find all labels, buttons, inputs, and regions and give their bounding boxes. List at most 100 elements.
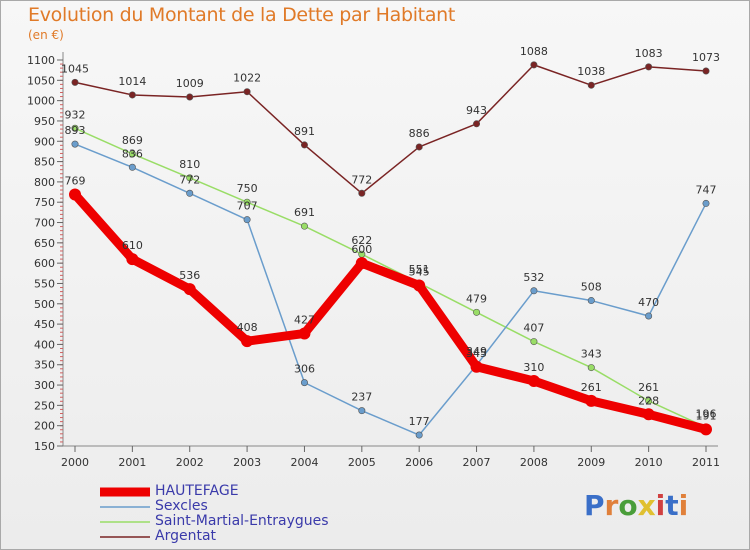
data-label-1: 532: [523, 271, 544, 284]
data-label-0: 345: [466, 347, 487, 360]
series-point-1: [645, 312, 653, 320]
data-label-3: 1073: [692, 51, 720, 64]
series-point-1: [702, 199, 710, 207]
data-label-2: 810: [179, 158, 200, 171]
data-label-2: 343: [581, 348, 602, 361]
y-tick-label: 250: [34, 399, 55, 412]
logo-letter: P: [584, 489, 605, 522]
y-tick-label: 400: [34, 338, 55, 351]
data-label-1: 893: [65, 124, 86, 137]
data-label-2: 622: [351, 234, 372, 247]
series-point-1: [186, 189, 194, 197]
y-tick-label: 500: [34, 298, 55, 311]
y-tick-label: 750: [34, 196, 55, 209]
logo-letter: i: [678, 489, 689, 522]
data-label-1: 306: [294, 363, 315, 376]
data-label-3: 1088: [520, 45, 548, 58]
logo-letter: i: [655, 489, 666, 522]
legend-swatches: [100, 487, 150, 538]
series-point-0: [183, 283, 196, 296]
series-line-1: [74, 143, 707, 436]
data-label-3: 1045: [61, 62, 89, 75]
y-tick-label: 700: [34, 217, 55, 230]
data-label-0: 228: [638, 394, 659, 407]
series-point-0: [126, 253, 139, 266]
series-point-3: [243, 88, 251, 96]
logo-letter: x: [637, 489, 656, 522]
data-label-0: 600: [351, 243, 372, 256]
y-tick-label: 150: [34, 440, 55, 453]
series-point-3: [415, 143, 423, 151]
data-label-0: 536: [179, 269, 200, 282]
data-label-1: 349: [466, 345, 487, 358]
x-tick-label: 2009: [577, 456, 605, 469]
series-point-3: [530, 61, 538, 69]
x-tick-label: 2001: [118, 456, 146, 469]
data-label-2: 196: [696, 407, 717, 420]
series-point-1: [243, 216, 251, 224]
legend-label-hautefage: HAUTEFAGE: [155, 483, 239, 499]
series-point-3: [300, 141, 308, 149]
x-tick-label: 2008: [520, 456, 548, 469]
data-label-0: 261: [581, 381, 602, 394]
data-label-0: 610: [122, 239, 143, 252]
series-point-2: [530, 338, 538, 346]
series-point-2: [587, 364, 595, 372]
y-tick-label: 600: [34, 257, 55, 270]
series-point-1: [300, 379, 308, 387]
chart-unit: (en €): [28, 28, 64, 42]
x-tick-label: 2003: [233, 456, 261, 469]
data-label-1: 237: [351, 391, 372, 404]
logo-letter: r: [604, 489, 619, 522]
chart-title: Evolution du Montant de la Dette par Hab…: [28, 4, 456, 26]
series-point-0: [298, 327, 311, 340]
chart-axes: 150 200 250 300 350 400 450 500 550 600 650 700 750 8…: [27, 52, 720, 469]
x-tick-label: 2006: [405, 456, 433, 469]
series-point-3: [473, 120, 481, 128]
series-point-3: [587, 81, 595, 89]
data-label-3: 886: [409, 127, 430, 140]
series-point-2: [128, 150, 136, 158]
y-tick-label: 850: [34, 156, 55, 169]
series-point-2: [71, 124, 79, 132]
data-label-0: 191: [696, 409, 717, 422]
series-point-0: [585, 394, 598, 407]
x-tick-label: 2004: [290, 456, 318, 469]
data-label-2: 691: [294, 206, 315, 219]
series-point-1: [358, 407, 366, 415]
data-label-2: 750: [237, 182, 258, 195]
y-tick-label: 550: [34, 277, 55, 290]
y-tick-label: 1100: [27, 54, 55, 67]
data-label-0: 408: [237, 321, 258, 334]
data-label-3: 891: [294, 125, 315, 138]
data-label-2: 932: [65, 108, 86, 121]
data-label-1: 470: [638, 296, 659, 309]
data-label-1: 836: [122, 147, 143, 160]
series-point-0: [355, 257, 368, 270]
y-tick-label: 1050: [27, 74, 55, 87]
series-line-0: [70, 189, 711, 434]
data-label-0: 769: [65, 174, 86, 187]
series-point-0: [470, 360, 483, 373]
y-tick-label: 800: [34, 176, 55, 189]
y-tick-label: 950: [34, 115, 55, 128]
data-label-0: 545: [409, 266, 430, 279]
data-label-3: 943: [466, 104, 487, 117]
series-line-3: [74, 64, 707, 195]
chart-lines: [69, 61, 712, 439]
series-point-2: [300, 222, 308, 230]
data-label-2: 869: [122, 134, 143, 147]
series-point-3: [186, 93, 194, 101]
data-label-3: 772: [351, 173, 372, 186]
y-tick-label: 200: [34, 420, 55, 433]
data-label-1: 707: [237, 200, 258, 213]
series-point-0: [527, 374, 540, 387]
logo-letter: o: [618, 489, 638, 522]
series-point-1: [587, 297, 595, 305]
data-label-2: 479: [466, 292, 487, 305]
data-label-3: 1014: [118, 75, 146, 88]
series-point-2: [645, 397, 653, 405]
x-tick-label: 2007: [463, 456, 491, 469]
